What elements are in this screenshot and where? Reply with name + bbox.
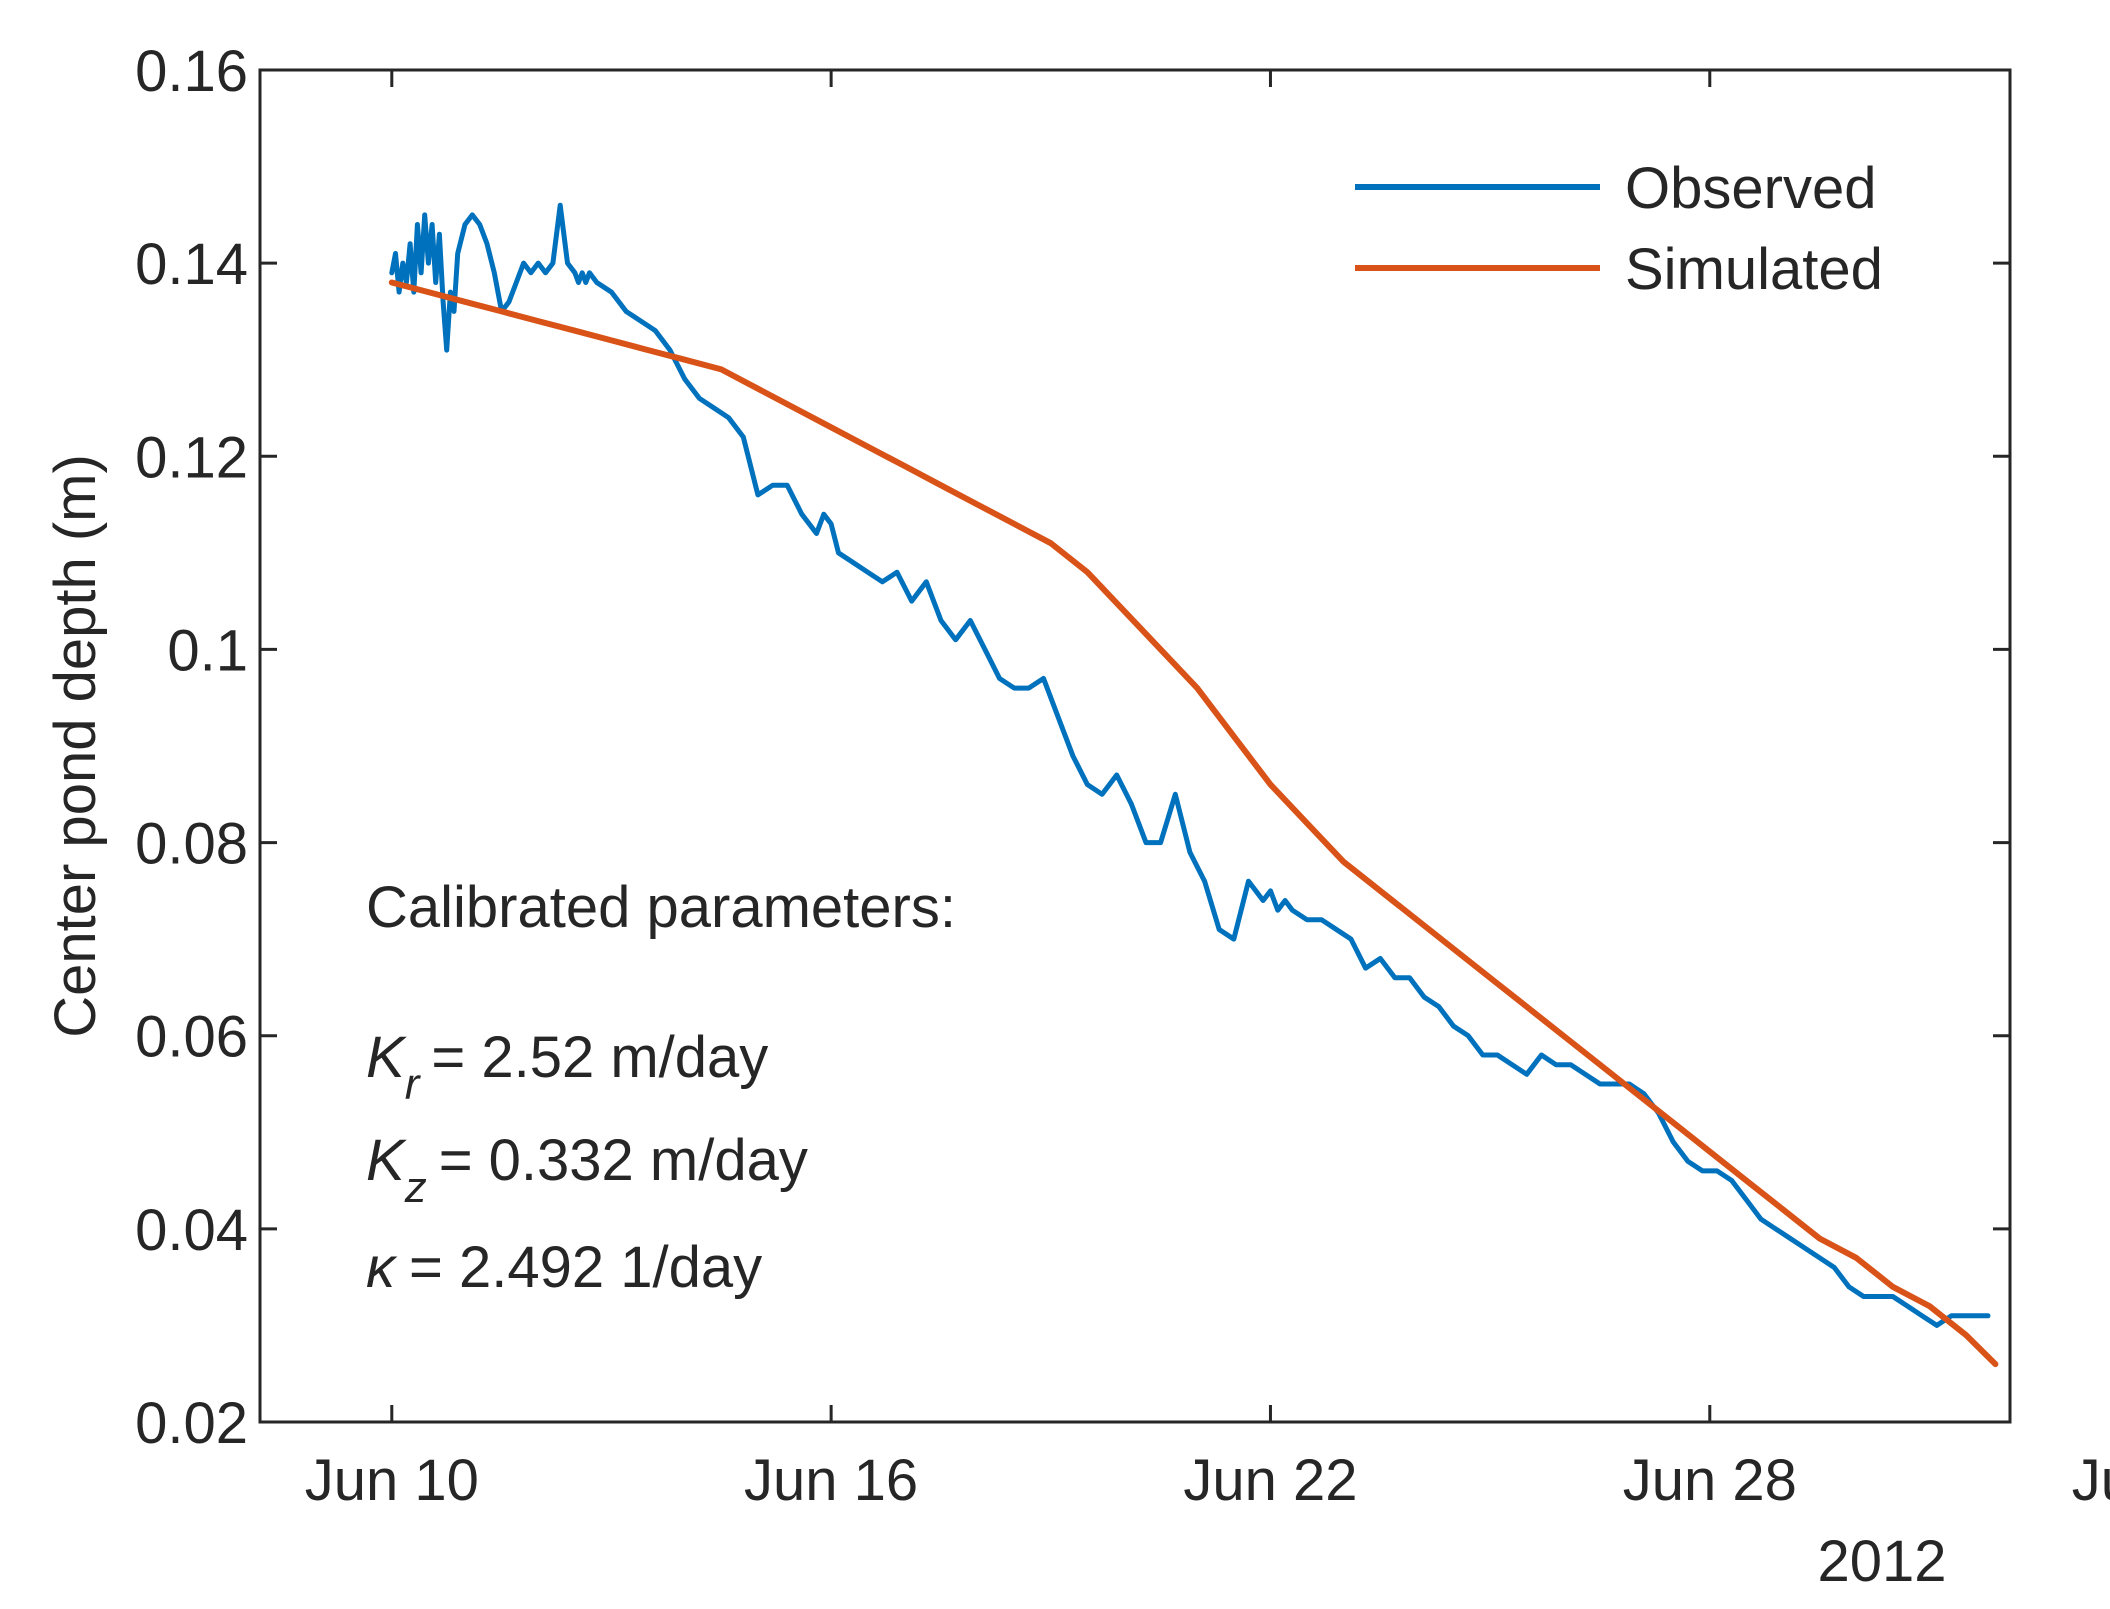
param-kr-symbol: K [366,1025,407,1090]
x-tick-label-1: Jun 16 [744,1448,918,1513]
param-kr-value: = 2.52 m/day [431,1025,768,1090]
param-kz-symbol: K [366,1128,407,1193]
x-tick-label-2: Jun 22 [1183,1448,1357,1513]
y-tick-label-0: 0.02 [135,1391,248,1456]
legend: Observed Simulated [1355,156,1883,302]
annotation-title: Calibrated parameters: [366,875,956,940]
series-layer [388,202,1999,1368]
x-year-label: 2012 [1817,1529,1946,1594]
y-tick-label-2: 0.06 [135,1005,248,1070]
y-tick-label-6: 0.14 [135,232,248,297]
x-axis: Jun 10 Jun 16 Jun 22 Jun 28 Jul 04 [305,70,2110,1513]
param-kr-subscript: r [405,1060,422,1109]
param-kappa: κ = 2.492 1/day [366,1235,762,1300]
x-tick-label-3: Jun 28 [1623,1448,1797,1513]
param-kz-value: = 0.332 m/day [439,1128,808,1193]
y-tick-label-1: 0.04 [135,1198,248,1263]
y-tick-label-3: 0.08 [135,812,248,877]
y-axis: 0.02 0.04 0.06 0.08 0.1 0.12 0.14 0.16 [135,39,2010,1456]
y-tick-label-7: 0.16 [135,39,248,104]
param-kappa-symbol: κ [366,1235,398,1300]
parameter-annotation: Calibrated parameters: Kr = 2.52 m/day Kz… [366,875,956,1300]
series-line-simulated [388,279,1999,1368]
plot-frame [258,68,2012,1424]
y-tick-label-4: 0.1 [167,618,248,683]
legend-label-observed: Observed [1625,156,1876,221]
y-tick-label-5: 0.12 [135,425,248,490]
x-tick-label-4: Jul 04 [2072,1448,2110,1513]
param-kz: Kz = 0.332 m/day [366,1128,808,1212]
param-kappa-value: = 2.492 1/day [409,1235,762,1300]
legend-label-simulated: Simulated [1625,237,1883,302]
param-kz-subscript: z [404,1163,427,1212]
y-axis-title: Center pond depth (m) [43,454,108,1038]
x-tick-label-0: Jun 10 [305,1448,479,1513]
param-kr: Kr = 2.52 m/day [366,1025,768,1109]
